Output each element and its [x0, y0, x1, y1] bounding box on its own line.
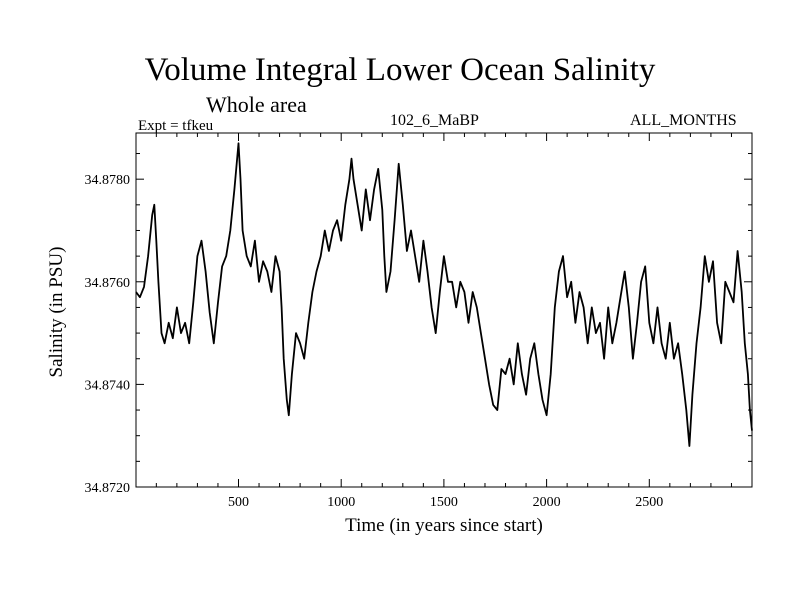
- y-tick-label: 34.8720: [85, 481, 131, 496]
- months-label: ALL_MONTHS: [630, 112, 737, 129]
- x-tick-label: 1500: [430, 495, 458, 510]
- period-label: 102_6_MaBP: [390, 112, 479, 129]
- y-tick-label: 34.8780: [85, 173, 131, 188]
- x-tick-label: 500: [228, 495, 249, 510]
- y-tick-label: 34.8760: [85, 276, 131, 291]
- x-tick-label: 1000: [327, 495, 355, 510]
- x-axis-title: Time (in years since start): [345, 515, 543, 536]
- chart-title: Volume Integral Lower Ocean Salinity: [144, 52, 656, 88]
- salinity-line: [135, 142, 753, 447]
- y-axis-title: Salinity (in PSU): [46, 247, 67, 378]
- x-tick-label: 2500: [635, 495, 663, 510]
- x-tick-label: 2000: [533, 495, 561, 510]
- chart-subtitle: Whole area: [206, 92, 307, 117]
- y-tick-label: 34.8740: [85, 378, 131, 393]
- plot-frame: [135, 132, 753, 488]
- experiment-label: Expt = tfkeu: [138, 118, 214, 134]
- plot-area: 500 1000 1500 2000 2500 34.8720 34.8740 34.8760…: [85, 132, 753, 510]
